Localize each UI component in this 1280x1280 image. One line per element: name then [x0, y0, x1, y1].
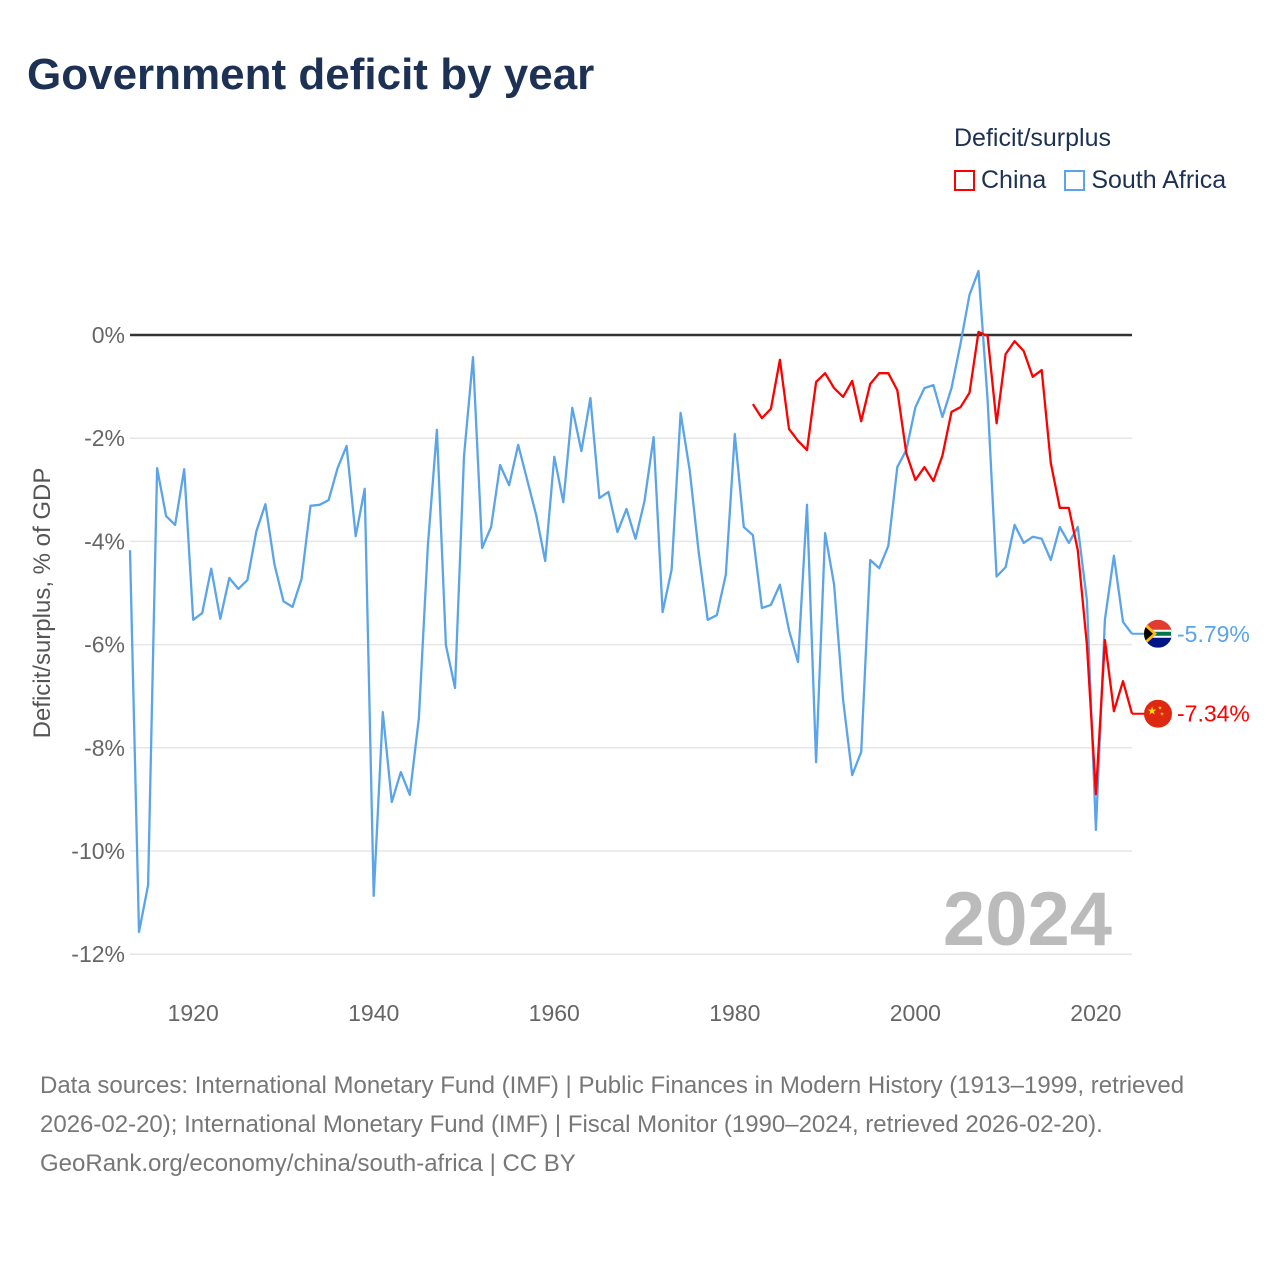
x-tick-label: 1960 [529, 1000, 580, 1026]
end-labels: ★ ★★ -7.34%-5.79% [1132, 619, 1250, 728]
x-tick-label: 2000 [890, 1000, 941, 1026]
legend-swatch-china [954, 170, 975, 191]
chart-plot: 0% -2% -4% -6% -8% -10% -12% 1920 1940 1960 1980 2… [29, 269, 1250, 1026]
y-axis-ticks: 0% -2% -4% -6% -8% -10% -12% [71, 322, 125, 967]
x-axis-ticks: 1920 1940 1960 1980 2000 2020 [168, 1000, 1122, 1026]
y-tick-label: -10% [71, 838, 125, 864]
legend-label-china: China [981, 166, 1047, 194]
y-tick-label: -4% [84, 528, 125, 554]
svg-text:★: ★ [1147, 706, 1157, 718]
end-value-label: -5.79% [1177, 621, 1250, 647]
end-label-south-africa: -5.79% [1132, 619, 1250, 648]
south-africa-flag-icon [1144, 619, 1172, 648]
x-tick-label: 1980 [709, 1000, 760, 1026]
y-axis-label: Deficit/surplus, % of GDP [29, 468, 56, 739]
x-tick-label: 2020 [1070, 1000, 1121, 1026]
chart-title: Government deficit by year [27, 50, 595, 99]
legend: China South Africa [954, 166, 1226, 195]
china-flag-icon: ★ ★★ [1144, 699, 1172, 728]
year-watermark: 2024 [943, 877, 1112, 962]
y-tick-label: -6% [84, 632, 125, 658]
x-tick-label: 1940 [348, 1000, 399, 1026]
svg-text:★: ★ [1158, 706, 1163, 712]
series-line-south-africa[interactable] [128, 269, 1133, 934]
series-lines [128, 269, 1134, 934]
legend-item-china[interactable]: China [954, 166, 1046, 195]
series-line-china[interactable] [751, 330, 1134, 796]
legend-title: Deficit/surplus [954, 124, 1111, 152]
legend-item-south-africa[interactable]: South Africa [1064, 166, 1226, 195]
gridlines [130, 333, 1132, 955]
end-label-china: ★ ★★ -7.34% [1132, 699, 1250, 728]
y-tick-label: -2% [84, 425, 125, 451]
y-tick-label: -8% [84, 735, 125, 761]
y-tick-label: 0% [92, 322, 125, 348]
legend-swatch-south-africa [1064, 170, 1086, 191]
y-tick-label: -12% [71, 941, 125, 967]
svg-text:★: ★ [1160, 712, 1165, 718]
footer: Data sources: International Monetary Fun… [40, 1066, 1240, 1183]
x-tick-label: 1920 [168, 1000, 219, 1026]
end-value-label: -7.34% [1177, 701, 1250, 727]
legend-label-south-africa: South Africa [1091, 166, 1227, 194]
credit-link[interactable]: GeoRank.org/economy/china/south-africa |… [40, 1150, 576, 1177]
data-sources: Data sources: International Monetary Fun… [40, 1072, 1185, 1138]
